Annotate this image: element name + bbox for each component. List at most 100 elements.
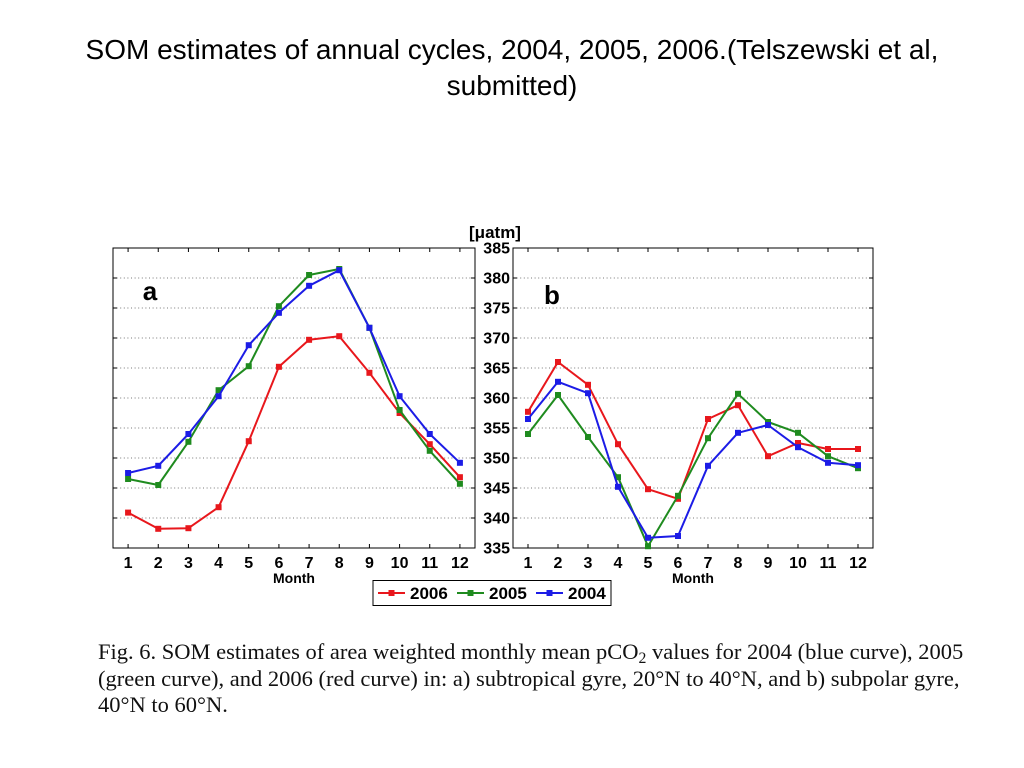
legend-item-2004: 2004 xyxy=(536,584,606,603)
x-tick-label: 6 xyxy=(274,555,283,572)
legend-label: 2005 xyxy=(489,584,527,603)
x-tick-label: 5 xyxy=(644,555,653,572)
data-point-marker xyxy=(456,480,463,487)
data-point-marker xyxy=(645,534,651,541)
caption-subscript: 2 xyxy=(638,649,647,667)
x-tick-label: 4 xyxy=(614,555,623,572)
data-point-marker xyxy=(366,369,373,376)
legend-marker-swatch xyxy=(546,590,553,596)
x-tick-label: 3 xyxy=(584,555,593,572)
data-point-marker xyxy=(735,429,741,436)
y-tick-label: 365 xyxy=(483,361,510,378)
data-point-marker xyxy=(735,402,741,409)
data-point-marker xyxy=(125,476,132,482)
series-2004 xyxy=(125,267,463,476)
y-tick-label: 385 xyxy=(483,241,510,258)
x-tick-label: 10 xyxy=(391,555,409,572)
caption-text: values for 2004 (blue curve), 2005 (gree… xyxy=(98,639,964,717)
series-line xyxy=(527,392,859,548)
data-point-marker xyxy=(675,492,681,499)
data-point-marker xyxy=(215,393,222,400)
data-point-marker xyxy=(306,336,313,343)
figure-caption: Fig. 6. SOM estimates of area weighted m… xyxy=(98,639,978,719)
data-point-marker xyxy=(525,431,531,437)
data-point-marker xyxy=(795,429,801,436)
x-tick-label: 7 xyxy=(305,555,314,572)
data-point-marker xyxy=(426,431,433,437)
data-point-marker xyxy=(765,422,771,428)
data-point-marker xyxy=(336,267,343,274)
x-tick-label: 9 xyxy=(764,555,773,572)
y-tick-label: 350 xyxy=(483,451,510,468)
data-point-marker xyxy=(705,435,711,442)
legend-box xyxy=(372,580,612,606)
series-line xyxy=(527,361,858,500)
data-point-marker xyxy=(366,324,373,331)
data-point-marker xyxy=(456,459,463,466)
data-point-marker xyxy=(765,453,771,460)
data-point-marker xyxy=(426,447,433,454)
x-tick-label: 10 xyxy=(789,555,807,572)
data-point-marker xyxy=(185,431,192,437)
data-point-marker xyxy=(645,543,651,550)
data-point-marker xyxy=(215,504,222,511)
x-tick-label: 11 xyxy=(820,555,837,572)
data-point-marker xyxy=(245,438,252,445)
series-line xyxy=(127,269,461,474)
series-2004 xyxy=(525,378,861,541)
x-tick-label: 6 xyxy=(674,555,683,572)
x-tick-label: 8 xyxy=(335,555,344,572)
plot-frame xyxy=(512,247,874,549)
legend-item-2005: 2005 xyxy=(457,584,527,603)
data-point-marker xyxy=(245,342,252,349)
data-point-marker xyxy=(585,390,591,397)
y-tick-label: 345 xyxy=(483,481,510,498)
legend-label: 2006 xyxy=(410,584,448,603)
series-line xyxy=(127,268,461,486)
data-point-marker xyxy=(456,474,463,481)
legend-item-2006: 2006 xyxy=(378,584,448,603)
data-point-marker xyxy=(825,459,831,466)
data-point-marker xyxy=(855,446,861,452)
legend-marker-swatch xyxy=(467,590,474,596)
data-point-marker xyxy=(125,509,132,516)
data-point-marker xyxy=(245,363,252,370)
x-axis-label: Month xyxy=(273,570,315,586)
data-point-marker xyxy=(705,416,711,422)
panel-label: b xyxy=(544,280,560,310)
y-tick-label: 340 xyxy=(483,511,510,528)
data-point-marker xyxy=(615,441,621,448)
legend-label: 2004 xyxy=(568,584,606,603)
data-point-marker xyxy=(585,434,591,440)
data-point-marker xyxy=(275,303,282,310)
series-line xyxy=(527,380,859,539)
data-point-marker xyxy=(615,483,621,490)
x-tick-label: 5 xyxy=(244,555,253,572)
data-point-marker xyxy=(645,486,651,493)
panel-label: a xyxy=(143,276,158,306)
x-tick-label: 8 xyxy=(734,555,743,572)
data-point-marker xyxy=(185,438,192,445)
y-axis-unit-label: [μatm] xyxy=(469,223,521,242)
data-point-marker xyxy=(275,363,282,370)
data-point-marker xyxy=(675,533,681,539)
series-2006 xyxy=(525,359,861,502)
x-tick-label: 4 xyxy=(214,555,223,572)
data-point-marker xyxy=(525,408,531,415)
data-point-marker xyxy=(125,470,132,476)
data-point-marker xyxy=(155,525,162,532)
data-point-marker xyxy=(555,359,561,365)
data-point-marker xyxy=(396,407,403,413)
x-tick-label: 1 xyxy=(124,555,133,572)
y-tick-label: 335 xyxy=(483,541,510,558)
data-point-marker xyxy=(555,378,561,385)
legend-marker-swatch xyxy=(388,590,395,596)
x-tick-label: 3 xyxy=(184,555,193,572)
data-point-marker xyxy=(705,462,711,469)
data-point-marker xyxy=(795,440,801,446)
data-point-marker xyxy=(155,482,162,488)
y-tick-label: 360 xyxy=(483,391,510,408)
